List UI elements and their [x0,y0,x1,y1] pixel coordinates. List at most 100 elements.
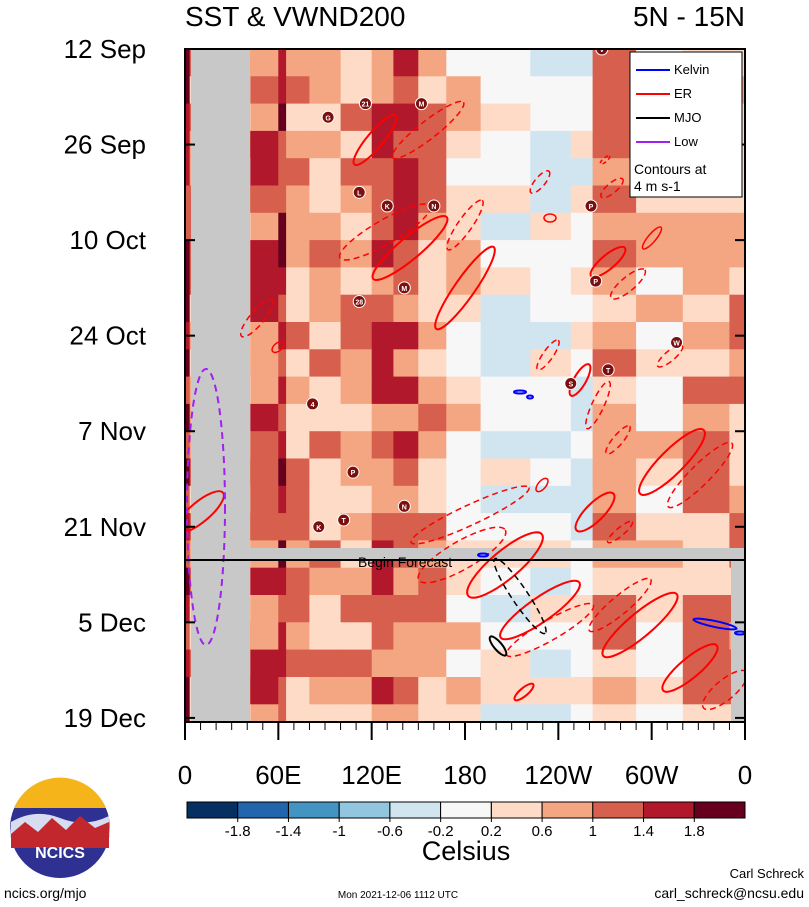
sst-cell [570,649,594,678]
sst-cell [286,677,310,705]
er-contour [434,245,496,331]
x-tick-label: 0 [178,760,192,790]
storm-marker [595,49,609,56]
sst-cell [309,431,342,460]
colorbar-tick-label: -0.2 [428,823,454,840]
sst-cell [185,540,191,569]
sst-cell [446,49,482,77]
storm-marker-label: L [357,190,362,197]
colorbar-tick-label: 0.6 [532,823,553,840]
storm-marker-label: K [316,525,321,532]
wave-contours [185,100,745,711]
sst-cell [250,158,279,187]
sst-cell [309,677,342,705]
colorbar-tick-label: 1.4 [633,823,654,840]
sst-cell [250,595,279,623]
sst-cell [530,376,572,405]
sst-cell [530,704,572,722]
sst-cell [570,403,594,432]
sst-cell [636,294,684,323]
sst-cell [418,267,447,296]
colorbar-swatch [643,801,695,819]
sst-cell [278,595,287,623]
storm-marker-label: P [589,204,594,211]
sst-cell [480,103,531,132]
sst-cell [371,376,395,405]
sst-cell [393,567,419,596]
sst-cell [682,403,731,432]
sst-cell [185,49,191,77]
storm-marker [564,376,578,390]
sst-cell [636,677,684,705]
er-contour [584,380,612,430]
sst-cell [446,677,482,705]
sst-cell [286,431,310,460]
sst-cell [286,185,310,214]
sst-cell [286,130,310,159]
colorbar-swatch [592,801,644,819]
sst-cell [278,158,287,187]
kelvin-contour [477,552,489,558]
sst-cell [309,322,342,350]
sst-cell [286,49,310,77]
x-tick-label: 0 [738,760,752,790]
er-contour [600,177,624,199]
sst-cell [592,130,637,159]
er-contour [239,298,275,338]
colorbar-tick-label: 0.2 [481,823,502,840]
sst-cell [570,130,594,159]
sst-cell [393,376,419,405]
sst-cell [286,403,310,432]
sst-cell [286,294,310,323]
sst-cell [570,704,594,722]
storm-markers: G 21 M L K N P M 28 P W T S 4 P N T K V [306,49,684,534]
sst-cell [340,485,373,514]
sst-cell [286,103,310,132]
sst-cell [682,212,731,241]
sst-cell [530,322,572,350]
y-tick-label: 26 Sep [64,130,146,160]
sst-cell [418,49,447,77]
sst-cell [393,49,419,77]
low-contour [186,368,226,646]
sst-cell [682,267,731,296]
storm-marker-label: G [325,115,331,122]
sst-cell [446,376,482,405]
sst-cell [592,376,637,405]
sst-cell [682,677,731,705]
sst-cell [340,704,373,722]
sst-cell [393,322,419,350]
sst-cell [278,130,287,159]
sst-cell [309,704,342,722]
sst-cell [371,649,395,678]
sst-cell [340,567,373,596]
sst-cell [371,130,395,159]
sst-cell [592,76,637,105]
sst-cell [480,458,531,487]
sst-cell [682,649,731,678]
sst-cell [286,212,310,241]
sst-cell [185,158,191,187]
sst-cell [278,267,287,296]
sst-cell [250,76,279,105]
storm-marker-label: T [342,518,347,525]
sst-cell [278,677,287,705]
sst-cell [570,513,594,541]
sst-cell [570,567,594,596]
sst-cell [480,704,531,722]
er-contour [417,526,507,584]
sst-cell [530,240,572,268]
x-tick-label: 180 [443,760,486,790]
sst-cell [309,649,342,678]
sst-cell [446,349,482,378]
sst-cell [570,49,594,77]
sst-cell [636,376,684,405]
sst-cell [371,294,395,323]
sst-cell [340,595,373,623]
sst-cell [250,103,279,132]
sst-cell [250,485,279,514]
sst-cell [185,677,191,705]
sst-cell [371,403,395,432]
sst-cell [278,513,287,541]
storm-marker [312,520,326,534]
